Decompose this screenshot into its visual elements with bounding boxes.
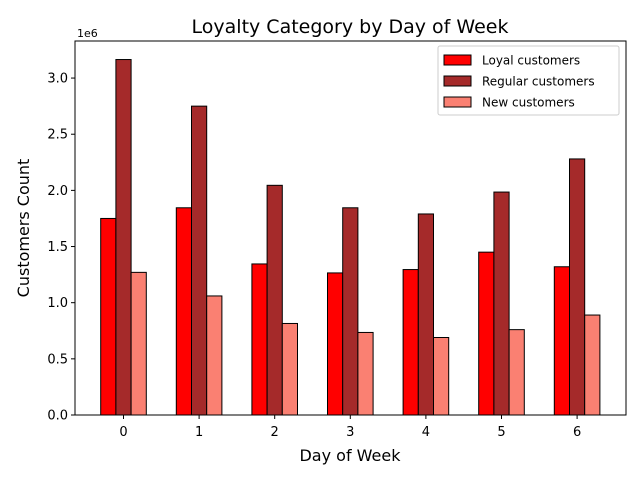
x-tick-label: 0: [119, 425, 127, 440]
y-tick-label: 2.0: [47, 184, 68, 199]
bar: [584, 314, 601, 416]
bar: [327, 272, 344, 416]
bar: [402, 269, 419, 416]
bar: [417, 213, 434, 416]
bar: [130, 271, 147, 416]
x-tick-label: 5: [497, 425, 505, 440]
bar: [433, 337, 450, 416]
bar: [191, 105, 208, 416]
y-tick-label: 0.0: [47, 409, 68, 424]
legend: Loyal customers Regular customers New cust…: [437, 45, 620, 116]
legend-label: New customers: [482, 96, 575, 110]
bars-layer: [100, 59, 601, 416]
y-axis-label: Customers Count: [14, 159, 33, 298]
x-axis-label: Day of Week: [299, 446, 401, 465]
y-offset-label: 1e6: [77, 27, 98, 40]
bar: [175, 207, 193, 416]
y-tick-label: 3.0: [47, 72, 68, 87]
legend-label: Regular customers: [482, 75, 595, 89]
chart-title: Loyalty Category by Day of Week: [192, 16, 509, 38]
bar: [342, 207, 359, 416]
legend-swatch: [443, 75, 472, 87]
legend-label: Loyal customers: [482, 54, 580, 68]
bar: [206, 295, 223, 416]
bar: [115, 59, 132, 416]
bar: [357, 331, 374, 416]
bar: [508, 329, 525, 416]
y-tick-label: 2.5: [47, 128, 68, 143]
bar: [281, 322, 298, 416]
bar: [100, 217, 117, 416]
y-tick-label: 1.5: [47, 240, 68, 255]
x-tick-label: 2: [271, 425, 279, 440]
x-tick-label: 4: [422, 425, 430, 440]
legend-box: [437, 45, 620, 116]
x-tick-label: 6: [573, 425, 581, 440]
y-tick-label: 0.5: [47, 352, 68, 367]
bar: [493, 191, 510, 416]
y-tick-label: 1.0: [47, 296, 68, 311]
x-tick-label: 3: [346, 425, 354, 440]
bar: [266, 184, 283, 416]
bar: [569, 158, 586, 416]
x-axis: 0 1 2 3 4 5 6: [119, 415, 581, 440]
x-tick-label: 1: [195, 425, 203, 440]
legend-swatch: [443, 54, 472, 66]
legend-swatch: [443, 96, 472, 108]
bar: [553, 266, 570, 416]
y-axis: 0.0 0.5 1.0 1.5 2.0 2.5 3.0: [47, 72, 75, 424]
bar: [478, 251, 495, 416]
bar: [251, 263, 268, 416]
